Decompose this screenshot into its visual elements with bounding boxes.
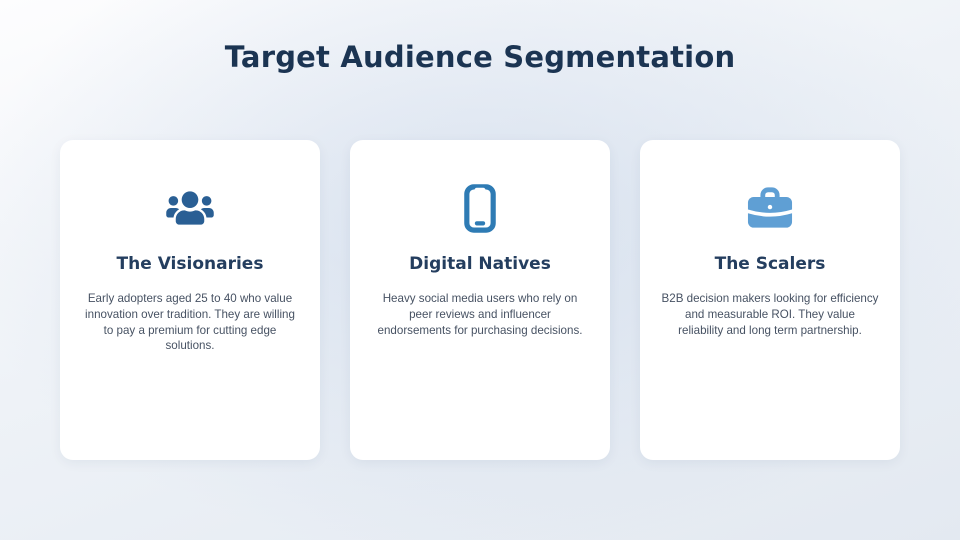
card-description: B2B decision makers looking for efficien… (661, 292, 879, 337)
page-title: Target Audience Segmentation (224, 40, 736, 74)
card-title: Digital Natives (409, 254, 551, 274)
card-icon-area (371, 183, 589, 233)
card-icon-area (661, 184, 879, 232)
card-description: Early adopters aged 25 to 40 who value i… (85, 292, 295, 353)
users-icon (166, 191, 214, 225)
briefcase-icon (747, 186, 793, 228)
card-icon-area (81, 184, 299, 232)
card-title: The Scalers (714, 254, 826, 274)
segment-cards-row: The Visionaries Early adopters aged 25 t… (60, 140, 900, 460)
segment-card-digital-natives: Digital Natives Heavy social media users… (350, 140, 610, 460)
smartphone-icon (464, 183, 496, 233)
segment-card-visionaries: The Visionaries Early adopters aged 25 t… (60, 140, 320, 460)
segment-card-scalers: The Scalers B2B decision makers looking … (640, 140, 900, 460)
card-title: The Visionaries (116, 254, 264, 274)
card-description: Heavy social media users who rely on pee… (377, 292, 583, 337)
